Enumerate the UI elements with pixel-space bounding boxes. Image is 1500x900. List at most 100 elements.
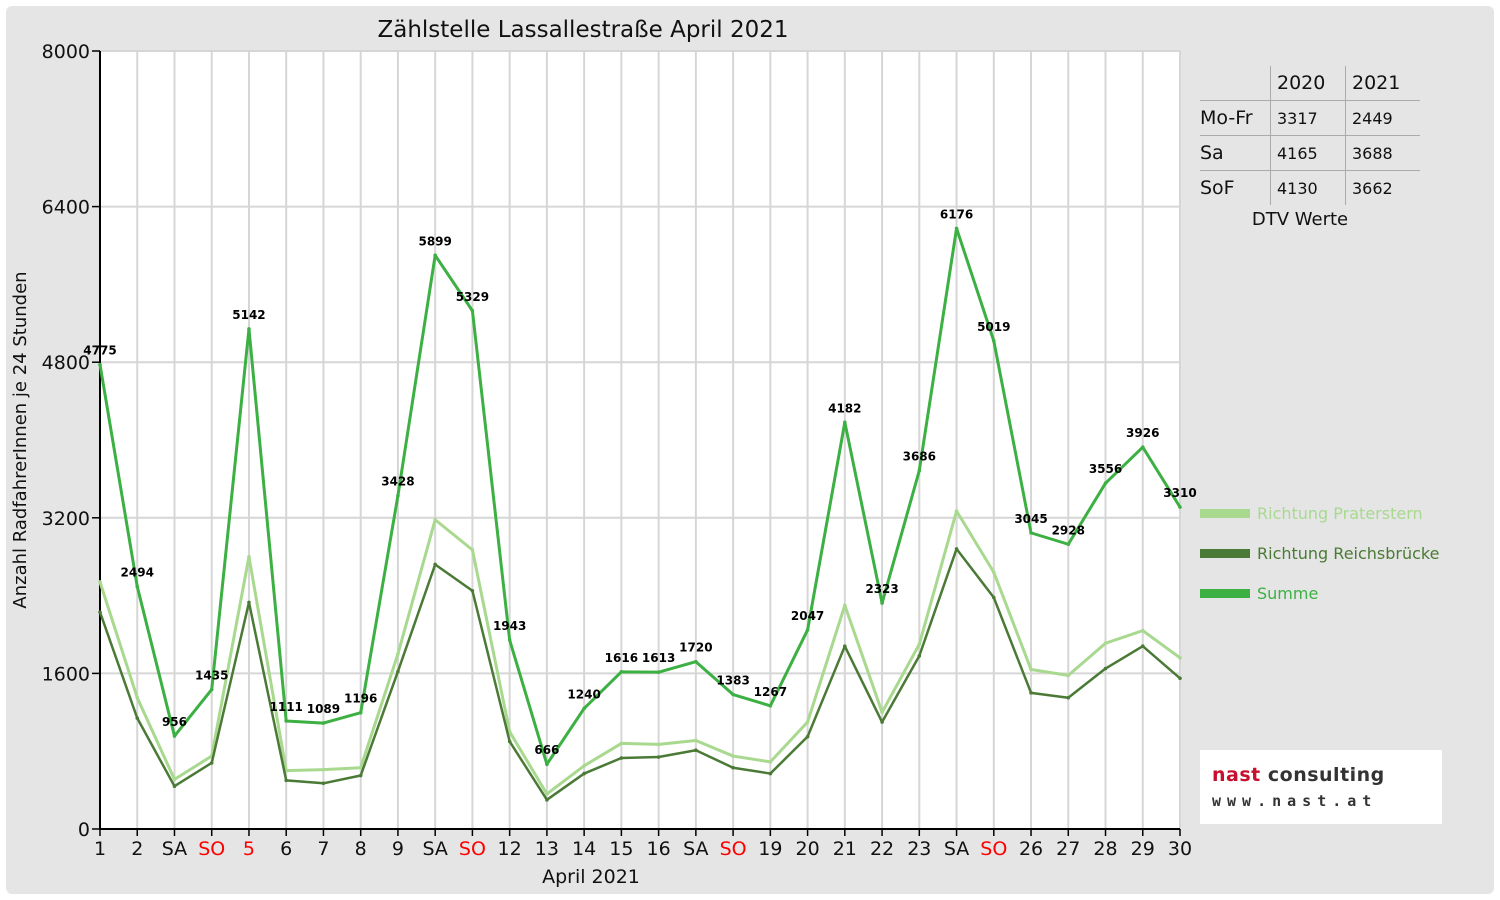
data-point: [209, 761, 214, 765]
data-point: [1066, 695, 1071, 700]
data-point: [209, 687, 214, 692]
data-point: [98, 610, 102, 614]
data-point: [1178, 505, 1182, 509]
dtv-header-empty: [1200, 66, 1271, 101]
data-point: [545, 792, 549, 796]
logo-url: www.nast.at: [1212, 792, 1378, 810]
series-line-praterstern: [98, 509, 1181, 796]
data-label: 4775: [83, 344, 116, 358]
x-tick-label: 30: [1168, 838, 1192, 860]
data-point: [954, 509, 959, 513]
x-tick-label: 12: [498, 838, 522, 860]
data-point: [694, 748, 698, 753]
dtv-row-sof: SoF 4130 3662: [1200, 170, 1420, 205]
data-point: [805, 734, 810, 739]
y-tick-label: 6400: [42, 197, 90, 219]
data-point: [247, 554, 251, 559]
data-point: [433, 253, 437, 258]
y-tick-label: 8000: [42, 41, 90, 63]
data-label: 3686: [903, 450, 936, 464]
data-point: [731, 754, 735, 758]
logo-name: nast consulting: [1212, 764, 1385, 786]
data-point: [358, 773, 363, 778]
x-tick-label: SA: [162, 838, 187, 860]
data-label: 3926: [1126, 426, 1159, 440]
legend: Richtung Praterstern Richtung Reichsbrüc…: [1200, 493, 1439, 613]
data-point: [880, 720, 884, 724]
data-point: [843, 603, 847, 608]
data-point: [545, 762, 549, 767]
dtv-cell-2021: 3662: [1345, 170, 1420, 205]
logo-word-consulting: consulting: [1267, 764, 1385, 786]
data-point: [1066, 673, 1071, 678]
data-point: [768, 771, 773, 776]
x-tick-label: 22: [870, 838, 894, 860]
data-point: [1178, 676, 1182, 681]
y-tick-label: 0: [78, 819, 90, 841]
x-tick-label: 27: [1056, 838, 1080, 860]
dtv-cell-2020: 4165: [1270, 135, 1346, 171]
dtv-row-mofr: Mo-Fr 3317 2449: [1200, 100, 1420, 136]
x-tick-label: 29: [1131, 838, 1155, 860]
series-layer: [98, 226, 1182, 802]
data-point: [470, 308, 475, 313]
series-line-summe: [98, 226, 1182, 766]
data-point: [470, 548, 475, 552]
data-label: 1111: [270, 700, 303, 714]
data-point: [991, 570, 996, 575]
x-tick-label: SA: [422, 838, 447, 860]
data-point: [358, 765, 363, 770]
data-point: [98, 580, 102, 584]
data-point: [1103, 666, 1108, 671]
data-point: [917, 468, 922, 473]
data-point: [954, 547, 959, 551]
grid: [100, 50, 1181, 829]
data-label: 1435: [195, 668, 228, 682]
data-point: [619, 756, 624, 760]
data-label: 1196: [344, 692, 377, 706]
data-point: [396, 669, 400, 674]
data-point: [284, 719, 289, 723]
legend-swatch: [1200, 548, 1250, 558]
data-point: [507, 638, 512, 642]
data-point: [582, 763, 586, 768]
data-point: [1140, 445, 1145, 449]
x-tick-label: 28: [1093, 838, 1117, 860]
data-label: 1240: [567, 687, 600, 701]
x-tick-label: 20: [795, 838, 819, 860]
x-tick-label: 13: [535, 838, 559, 860]
x-tick-label: 15: [609, 838, 633, 860]
data-point: [135, 695, 140, 700]
data-label: 3310: [1163, 486, 1196, 500]
data-point: [619, 741, 624, 746]
logo-word-nast: nast: [1212, 764, 1261, 786]
data-label: 1267: [754, 685, 787, 699]
data-point: [731, 765, 735, 770]
data-point: [694, 659, 698, 664]
data-point: [917, 642, 922, 647]
data-label: 1613: [642, 651, 675, 665]
data-label: 1616: [605, 651, 638, 665]
chart-title: Zählstelle Lassallestraße April 2021: [377, 17, 788, 43]
data-point: [1066, 542, 1071, 547]
legend-item-summe: Summe: [1200, 573, 1439, 613]
data-point: [880, 601, 884, 605]
data-point: [135, 584, 140, 589]
dtv-header-2020: 2020: [1270, 66, 1346, 101]
y-tick-label: 3200: [42, 508, 90, 530]
y-tick-label: 4800: [42, 352, 90, 374]
nast-consulting-logo: nast consulting www.nast.at: [1200, 750, 1442, 824]
legend-label: Richtung Reichsbrücke: [1257, 543, 1440, 563]
data-point: [98, 362, 102, 367]
data-point: [917, 654, 922, 658]
data-point: [582, 771, 586, 776]
x-tick-label: 5: [243, 838, 255, 860]
dtv-row-label: SoF: [1200, 170, 1271, 205]
data-point: [1178, 656, 1182, 660]
x-tick-label: SA: [683, 838, 708, 860]
data-label: 2047: [791, 609, 824, 623]
data-point: [247, 327, 251, 331]
data-point: [1029, 667, 1033, 672]
data-label: 2494: [121, 565, 154, 579]
